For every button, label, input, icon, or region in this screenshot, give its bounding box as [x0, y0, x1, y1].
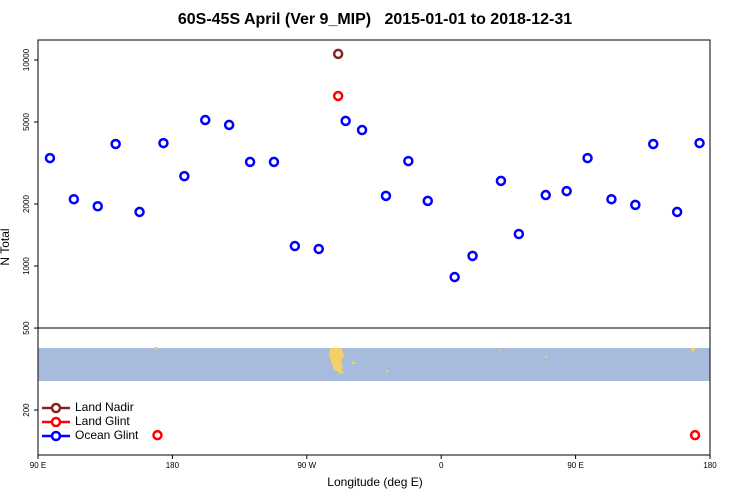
point — [332, 90, 344, 102]
point — [694, 137, 705, 149]
legend-marker — [50, 402, 62, 414]
point — [380, 190, 392, 202]
y-axis-label: N Total — [0, 228, 12, 265]
point — [340, 115, 351, 127]
point — [671, 206, 683, 218]
point — [134, 206, 145, 218]
point — [152, 429, 163, 441]
point — [110, 138, 121, 150]
y-tick-label: 2000 — [22, 195, 31, 213]
point — [44, 152, 56, 164]
point — [422, 195, 434, 207]
point — [244, 156, 256, 168]
x-tick-label: 0 — [439, 461, 444, 470]
land — [336, 368, 344, 374]
point — [289, 240, 301, 252]
y-tick-label: 500 — [22, 321, 31, 335]
land — [352, 362, 355, 364]
point — [158, 137, 169, 149]
point — [200, 114, 211, 126]
point — [513, 228, 525, 240]
y-tick-label: 200 — [22, 403, 31, 417]
legend-label: Land Glint — [75, 414, 130, 428]
point — [268, 156, 280, 168]
y-tick-label: 10000 — [22, 48, 31, 71]
point — [540, 189, 551, 201]
point — [606, 193, 617, 205]
point — [449, 271, 460, 283]
x-tick-label: 90 E — [567, 461, 583, 470]
point — [403, 155, 414, 167]
point — [332, 48, 344, 60]
x-tick-label: 90 E — [30, 461, 46, 470]
legend-label: Ocean Glint — [75, 428, 139, 442]
x-tick-label: 90 W — [297, 461, 316, 470]
point — [68, 193, 80, 205]
legend-marker — [50, 416, 62, 428]
x-axis-label: Longitude (deg E) — [327, 475, 422, 489]
point — [689, 429, 701, 441]
point — [356, 124, 368, 136]
map-strip — [38, 347, 710, 381]
point — [495, 175, 507, 187]
point — [467, 250, 478, 262]
point — [648, 138, 659, 150]
point — [179, 170, 190, 182]
y-tick-label: 1000 — [22, 257, 31, 275]
legend-marker — [50, 430, 62, 442]
ocean-band — [38, 348, 710, 381]
x-tick-label: 180 — [166, 461, 180, 470]
land — [499, 350, 501, 351]
plot-frame — [37, 39, 711, 456]
chart-title: 60S-45S April (Ver 9_MIP) 2015-01-01 to … — [178, 11, 572, 28]
y-tick-label: 5000 — [22, 113, 31, 131]
land — [386, 370, 388, 372]
point — [582, 152, 593, 164]
point — [223, 119, 235, 131]
land — [690, 348, 696, 352]
point — [313, 243, 324, 255]
land — [329, 348, 344, 372]
x-tick-label: 180 — [703, 461, 717, 470]
point — [92, 201, 103, 212]
legend-label: Land Nadir — [75, 400, 134, 414]
land — [545, 356, 547, 358]
point — [630, 199, 641, 211]
point — [561, 185, 572, 197]
land — [154, 347, 158, 351]
